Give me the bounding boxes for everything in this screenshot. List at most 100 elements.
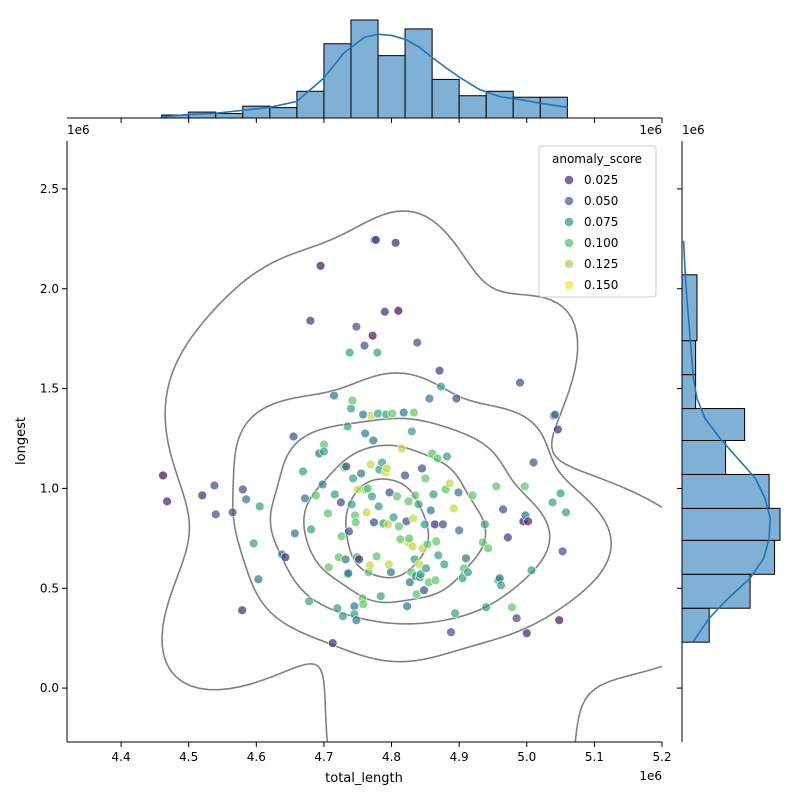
- top-histogram-bars: [161, 19, 568, 119]
- scatter-point: [332, 603, 343, 613]
- scatter-point: [547, 497, 558, 508]
- scatter-point: [323, 562, 334, 572]
- legend-title: anomaly_score: [552, 152, 642, 166]
- scatter-point: [380, 307, 390, 317]
- scatter-point: [336, 531, 347, 542]
- scatter-point: [227, 507, 238, 518]
- scatter-point: [404, 533, 414, 544]
- right-kde-curve: [682, 240, 772, 643]
- legend-entry-label: 0.075: [584, 215, 618, 229]
- right-histogram-bar: [681, 340, 697, 376]
- scatter-point: [304, 596, 314, 606]
- scatter-point: [342, 421, 353, 432]
- scatter-point: [351, 615, 362, 625]
- scatter-points: [158, 235, 571, 648]
- scatter-point: [311, 490, 321, 501]
- scatter-point: [361, 507, 372, 518]
- scatter-point: [343, 568, 353, 578]
- scatter-point: [305, 316, 316, 326]
- scatter-point: [399, 407, 409, 418]
- scatter-point: [430, 575, 441, 585]
- scatter-point: [432, 453, 443, 464]
- scatter-point: [515, 377, 525, 388]
- scatter-point: [428, 489, 439, 500]
- scatter-point: [346, 403, 356, 414]
- scatter-point: [392, 491, 402, 502]
- legend-marker: [564, 259, 574, 269]
- scatter-point: [421, 563, 431, 573]
- right-histogram-bar: [681, 539, 776, 575]
- scatter-point: [354, 554, 364, 564]
- scatter-point: [503, 532, 513, 543]
- scatter-point: [346, 499, 357, 510]
- scatter-point: [351, 321, 362, 332]
- scatter-point: [496, 580, 506, 590]
- scatter-point: [298, 466, 308, 477]
- scatter-point: [419, 519, 430, 530]
- scatter-point: [365, 459, 376, 470]
- scatter-point: [407, 541, 418, 552]
- scatter-point: [419, 585, 429, 595]
- x-tick-label: 4.8: [382, 750, 401, 764]
- right-histogram-bar: [681, 408, 746, 441]
- y-tick-label: 2.0: [40, 282, 59, 296]
- scatter-point: [238, 484, 248, 495]
- scatter-point: [306, 524, 316, 535]
- scatter-point: [431, 536, 441, 547]
- right-marginal-ticks: [677, 188, 682, 689]
- scatter-point: [162, 496, 172, 507]
- scatter-point: [395, 534, 406, 545]
- scatter-point: [371, 235, 381, 245]
- scatter-point: [483, 543, 493, 554]
- kde-contours: [161, 210, 662, 742]
- scatter-point: [528, 457, 539, 468]
- scatter-point: [371, 551, 382, 562]
- scatter-point: [323, 508, 333, 519]
- scatter-point: [365, 560, 375, 570]
- scatter-point: [353, 484, 363, 495]
- scatter-point: [349, 601, 360, 611]
- scatter-point: [439, 559, 449, 569]
- y-tick-label: 1.5: [40, 382, 59, 396]
- scatter-point: [211, 509, 221, 520]
- scatter-point: [450, 608, 460, 618]
- right-histogram-bar: [681, 507, 781, 541]
- scatter-point: [315, 261, 326, 271]
- legend-entry-label: 0.100: [584, 236, 618, 250]
- top-marginal-histogram: 1e6 1e6: [67, 19, 663, 137]
- scatter-point: [351, 517, 361, 528]
- y-tick-label: 1.0: [40, 481, 59, 495]
- scatter-point: [446, 627, 456, 637]
- main-axes: 4.4 4.5 4.6 4.7 4.8 4.9 5.0 5.1 5.2 0.0 0.5 1.0 1.5…: [14, 141, 672, 786]
- scatter-point: [241, 494, 251, 505]
- scatter-point: [451, 393, 462, 404]
- y-tick-label: 2.5: [40, 182, 59, 196]
- scatter-point: [386, 567, 396, 577]
- scatter-point: [433, 550, 443, 561]
- scatter-point: [561, 507, 571, 518]
- scatter-point: [550, 409, 560, 420]
- scatter-point: [374, 501, 384, 512]
- scatter-point: [237, 605, 247, 615]
- right-marginal-scale-label: 1e6: [682, 123, 705, 137]
- scatter-point: [411, 589, 422, 599]
- scatter-point: [461, 553, 471, 564]
- top-histogram-bar: [215, 113, 244, 119]
- x-tick-label: 4.5: [179, 750, 198, 764]
- scatter-point: [348, 473, 358, 484]
- scatter-point: [554, 615, 564, 625]
- scatter-point: [407, 426, 417, 437]
- scatter-point: [388, 512, 399, 523]
- scatter-point: [430, 519, 440, 530]
- scatter-point: [317, 479, 328, 490]
- top-histogram-bar: [296, 90, 325, 119]
- scatter-point: [526, 565, 537, 575]
- scatter-point: [394, 521, 404, 532]
- legend-entry-label: 0.050: [584, 194, 618, 208]
- scatter-point: [209, 480, 220, 491]
- scatter-point: [384, 487, 395, 498]
- scatter-point: [408, 513, 418, 524]
- scatter-point: [300, 493, 310, 504]
- scatter-point: [402, 601, 412, 611]
- top-histogram-bar: [269, 107, 298, 119]
